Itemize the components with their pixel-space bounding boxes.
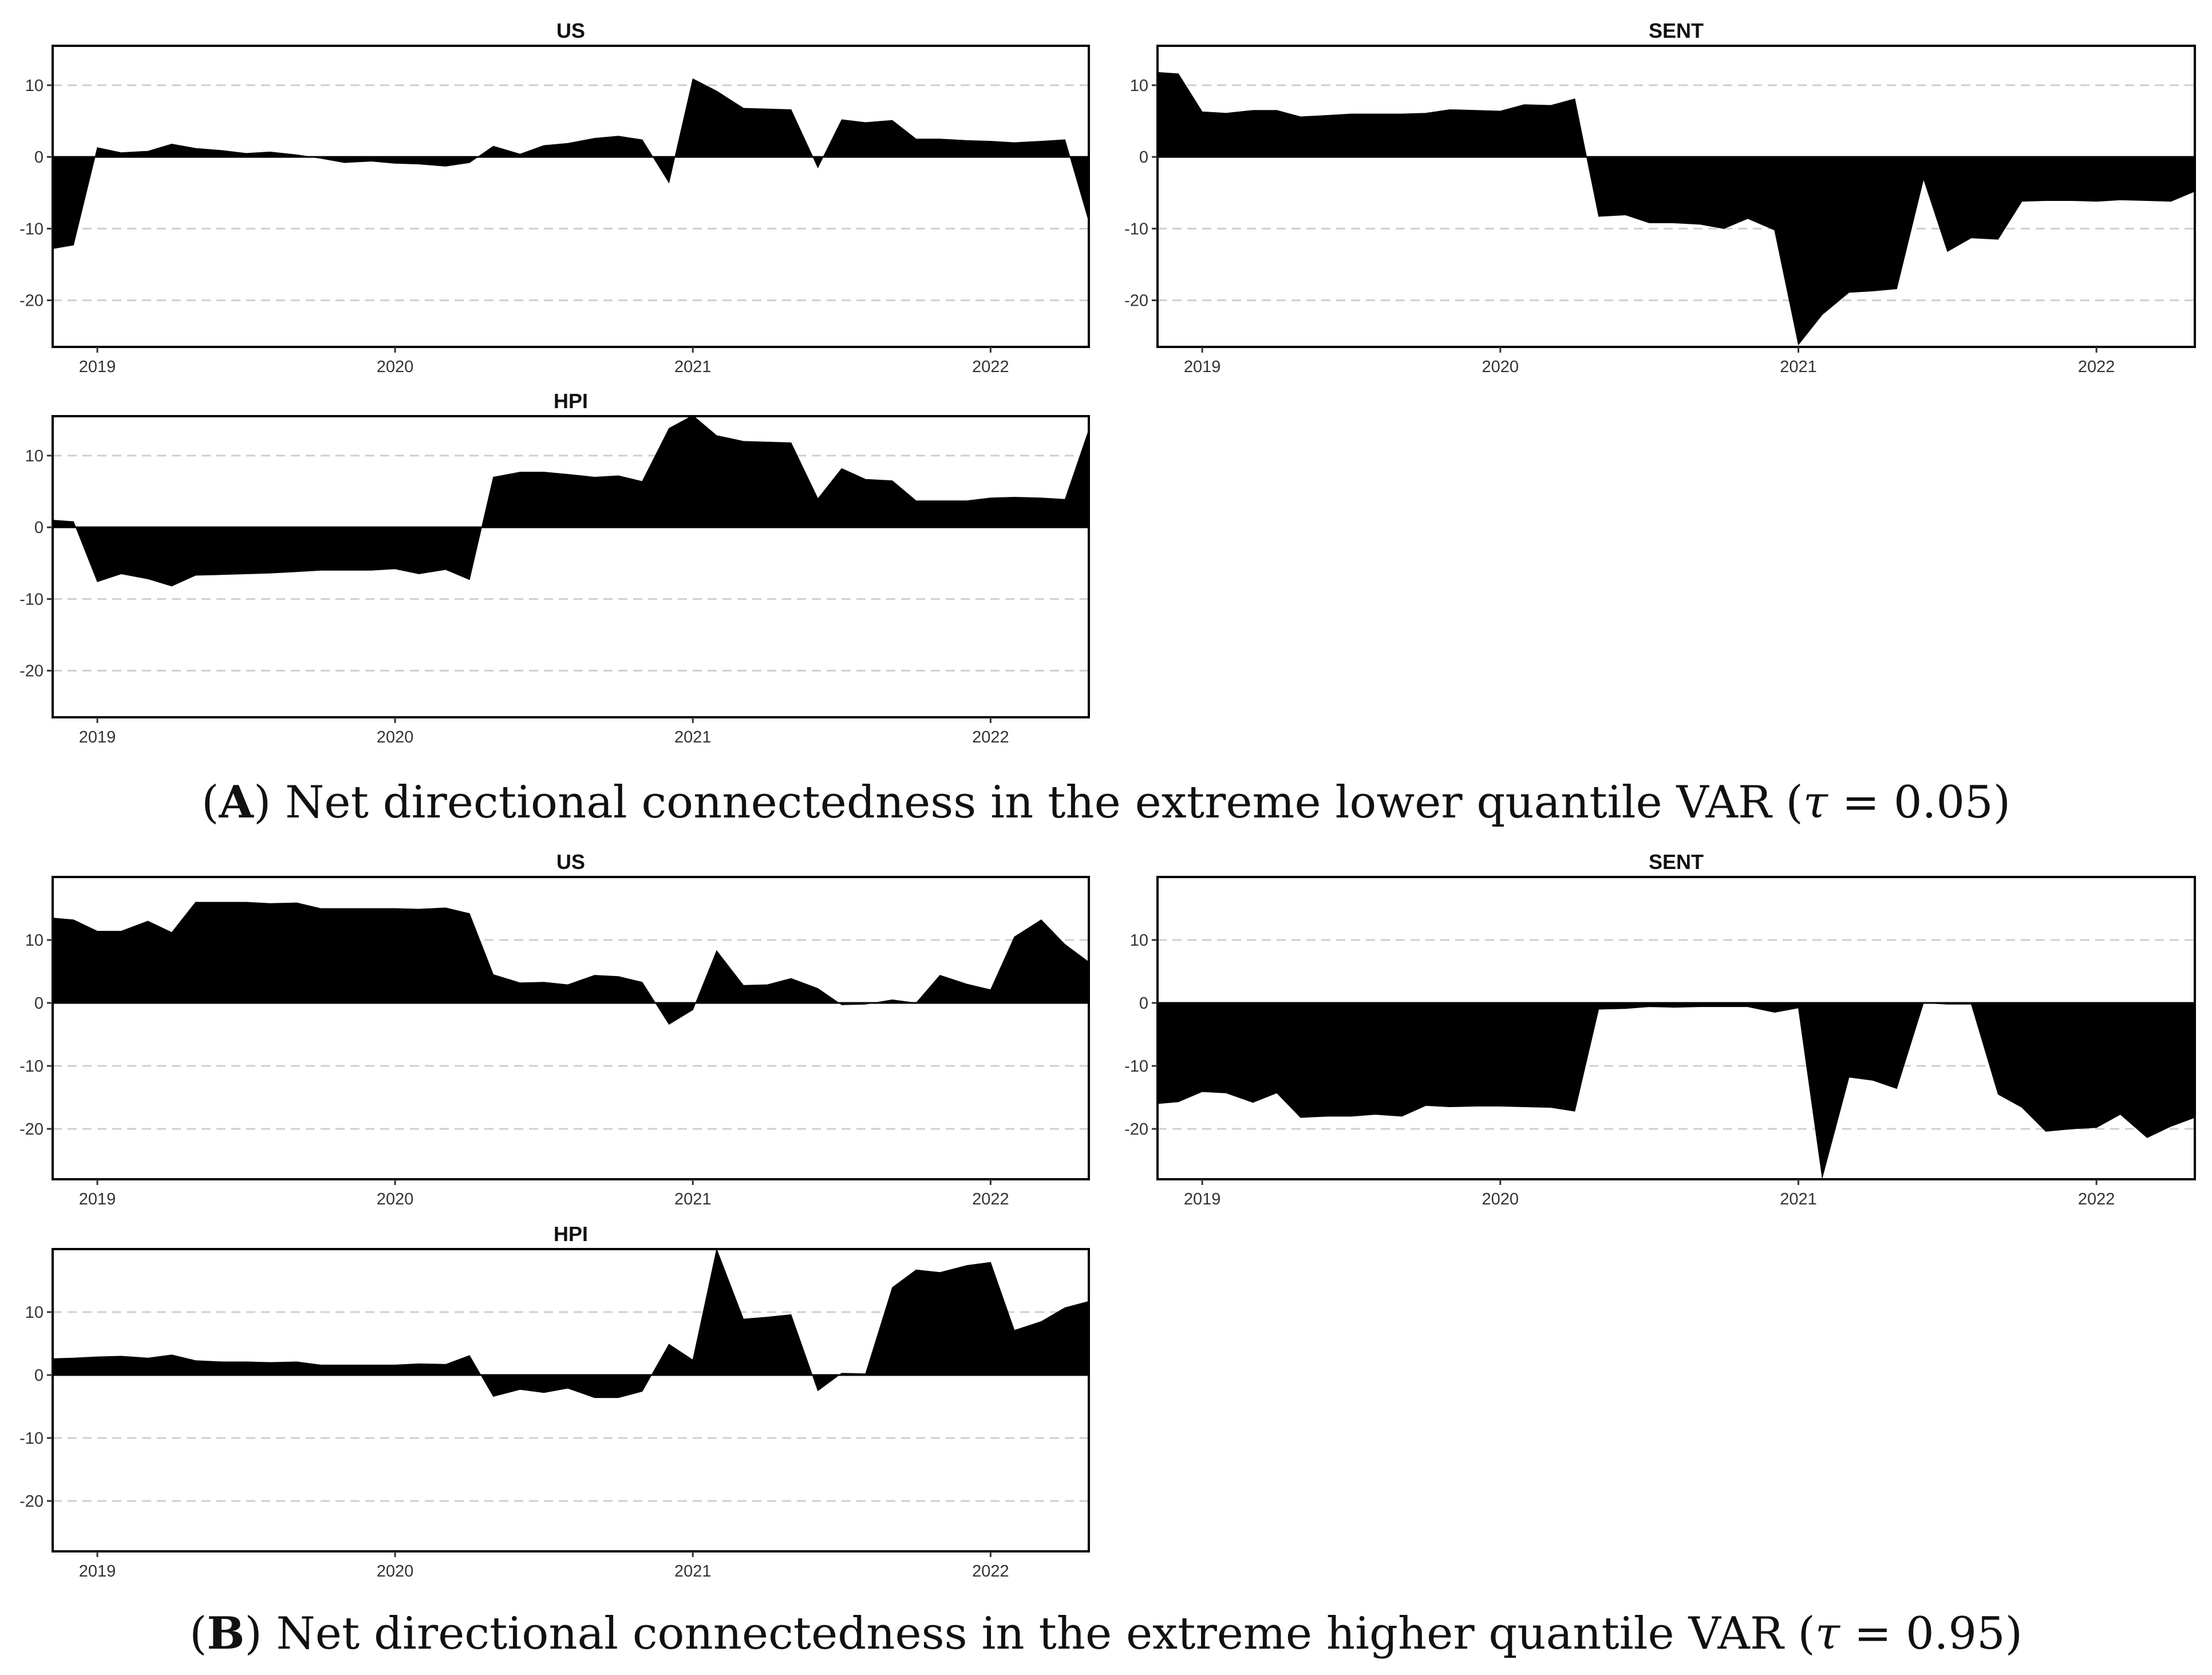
panel-b-hpi-xtick-label: 2022 xyxy=(972,1562,1009,1581)
caption-a-text: ) Net directional connectedness in the e… xyxy=(254,777,1803,828)
panel-a-hpi-xtick-label: 2021 xyxy=(674,728,712,746)
panel-a-us-ytick-label: 0 xyxy=(34,148,44,167)
panel-b-us: US 10 0 -10 -20 2019 2020 2021 2022 xyxy=(19,850,1090,1208)
caption-b-open: ( xyxy=(189,1608,207,1660)
panel-a-hpi-xtick-label: 2020 xyxy=(377,728,414,746)
panel-a-hpi-ytick-label: 10 xyxy=(25,447,44,465)
panel-b-us-title: US xyxy=(556,850,585,874)
panel-a-us-frame xyxy=(52,45,1090,348)
caption-b-text: ) Net directional connectedness in the e… xyxy=(244,1608,1815,1660)
panel-b-hpi-ytick-label: -20 xyxy=(19,1492,44,1511)
caption-b-letter: B xyxy=(207,1607,244,1660)
panel-a-sent-xtick-label: 2022 xyxy=(2078,358,2115,376)
panel-a-hpi-ytick-label: 0 xyxy=(34,519,44,537)
panel-a-us-xtick-label: 2020 xyxy=(377,358,414,376)
panel-b-hpi-xtick-label: 2020 xyxy=(377,1562,414,1581)
panel-b-hpi-xtick-label: 2021 xyxy=(674,1562,712,1581)
panel-a-sent-xtick-label: 2020 xyxy=(1482,358,1519,376)
panel-a-sent-xtick-label: 2021 xyxy=(1780,358,1817,376)
caption-b-value: = 0.95) xyxy=(1840,1608,2023,1660)
panel-a-hpi-xtick-label: 2019 xyxy=(79,728,116,746)
panel-b-us-xtick-label: 2020 xyxy=(377,1190,414,1208)
panel-b-sent-frame xyxy=(1156,876,2196,1180)
caption-b-tau: τ xyxy=(1815,1608,1841,1660)
panel-b-sent-xtick-label: 2020 xyxy=(1482,1190,1519,1208)
panel-a-hpi-xtick-label: 2022 xyxy=(972,728,1009,746)
panel-b-us-frame xyxy=(52,876,1090,1180)
caption-b: (B) Net directional connectedness in the… xyxy=(189,1607,2023,1660)
panel-b-hpi-frame xyxy=(52,1248,1090,1552)
panel-b-us-ytick-label: 10 xyxy=(25,931,44,950)
panel-b-hpi-ytick-label: 0 xyxy=(34,1366,44,1385)
panel-b-us-xtick-label: 2019 xyxy=(79,1190,116,1208)
panel-a-us-xtick-label: 2022 xyxy=(972,358,1009,376)
panel-a-hpi-ytick-label: -20 xyxy=(19,662,44,681)
panel-a-us-area xyxy=(52,78,1089,250)
panel-a-sent-ytick-label: 10 xyxy=(1130,77,1148,95)
panel-b-sent-ytick-label: -20 xyxy=(1124,1120,1148,1139)
panel-a-sent-ytick-label: -20 xyxy=(1124,292,1148,310)
panel-a-hpi-frame xyxy=(52,415,1090,718)
panel-b-hpi: HPI 10 0 -10 -20 2019 2020 2021 2022 xyxy=(19,1222,1090,1581)
panel-b-sent-xtick-label: 2019 xyxy=(1184,1190,1221,1208)
panel-b-hpi-xtick-label: 2019 xyxy=(79,1562,116,1581)
panel-a-us-xtick-label: 2021 xyxy=(674,358,712,376)
panel-b-us-ytick-label: 0 xyxy=(34,994,44,1013)
panel-b-hpi-ytick-label: 10 xyxy=(25,1303,44,1322)
panel-b-sent: SENT 10 0 -10 -20 2019 2020 2021 2022 xyxy=(1124,850,2196,1208)
panel-b-hpi-area xyxy=(52,1248,1089,1399)
panel-a-us-title: US xyxy=(556,19,585,42)
panel-b-us-area xyxy=(52,902,1089,1025)
panel-b-sent-xtick-label: 2022 xyxy=(2078,1190,2115,1208)
panel-b-sent-xtick-label: 2021 xyxy=(1780,1190,1817,1208)
panel-a-sent-frame xyxy=(1156,45,2196,348)
panel-a-us-ytick-label: -20 xyxy=(19,292,44,310)
panel-a-sent-xtick-label: 2019 xyxy=(1184,358,1221,376)
panel-a-sent-title: SENT xyxy=(1649,19,1704,42)
caption-a-tau: τ xyxy=(1803,777,1829,828)
panel-a-us-ytick-label: -10 xyxy=(19,220,44,238)
caption-a: (A) Net directional connectedness in the… xyxy=(202,776,2010,828)
panel-b-us-xtick-label: 2021 xyxy=(674,1190,712,1208)
panel-a-sent-ytick-label: -10 xyxy=(1124,220,1148,238)
panel-a-us-xtick-label: 2019 xyxy=(79,358,116,376)
panel-b-sent-ytick-label: -10 xyxy=(1124,1057,1148,1076)
panel-b-sent-area xyxy=(1157,1002,2195,1178)
panel-a-us-ytick-label: 10 xyxy=(25,77,44,95)
panel-b-us-ytick-label: -10 xyxy=(19,1057,44,1076)
caption-a-value: = 0.05) xyxy=(1828,777,2010,828)
panel-a-sent-ytick-label: 0 xyxy=(1139,148,1148,167)
panel-a-sent-area xyxy=(1157,72,2195,346)
panel-a-hpi: HPI 10 0 -10 -20 2019 2020 2021 2022 xyxy=(19,389,1090,746)
panel-a-hpi-title: HPI xyxy=(554,389,588,413)
caption-a-open: ( xyxy=(202,777,219,828)
panel-b-sent-ytick-label: 0 xyxy=(1139,994,1148,1013)
panel-b-us-ytick-label: -20 xyxy=(19,1120,44,1139)
panel-b-us-xtick-label: 2022 xyxy=(972,1190,1009,1208)
caption-a-letter: A xyxy=(218,776,254,828)
panel-b-hpi-title: HPI xyxy=(554,1222,588,1246)
panel-b-sent-title: SENT xyxy=(1649,850,1704,874)
panel-a-hpi-ytick-label: -10 xyxy=(19,590,44,609)
panel-b-hpi-ytick-label: -10 xyxy=(19,1429,44,1448)
panel-a-hpi-area xyxy=(52,415,1089,587)
panels-layer: US 10 0 -10 -20 2019 2020 2021 2022 SENT 10 0 -10 -20… xyxy=(19,19,2196,1581)
panel-b-sent-ytick-label: 10 xyxy=(1130,931,1148,950)
panel-a-sent: SENT 10 0 -10 -20 2019 2020 2021 2022 xyxy=(1124,19,2196,376)
panel-a-us: US 10 0 -10 -20 2019 2020 2021 2022 xyxy=(19,19,1090,376)
